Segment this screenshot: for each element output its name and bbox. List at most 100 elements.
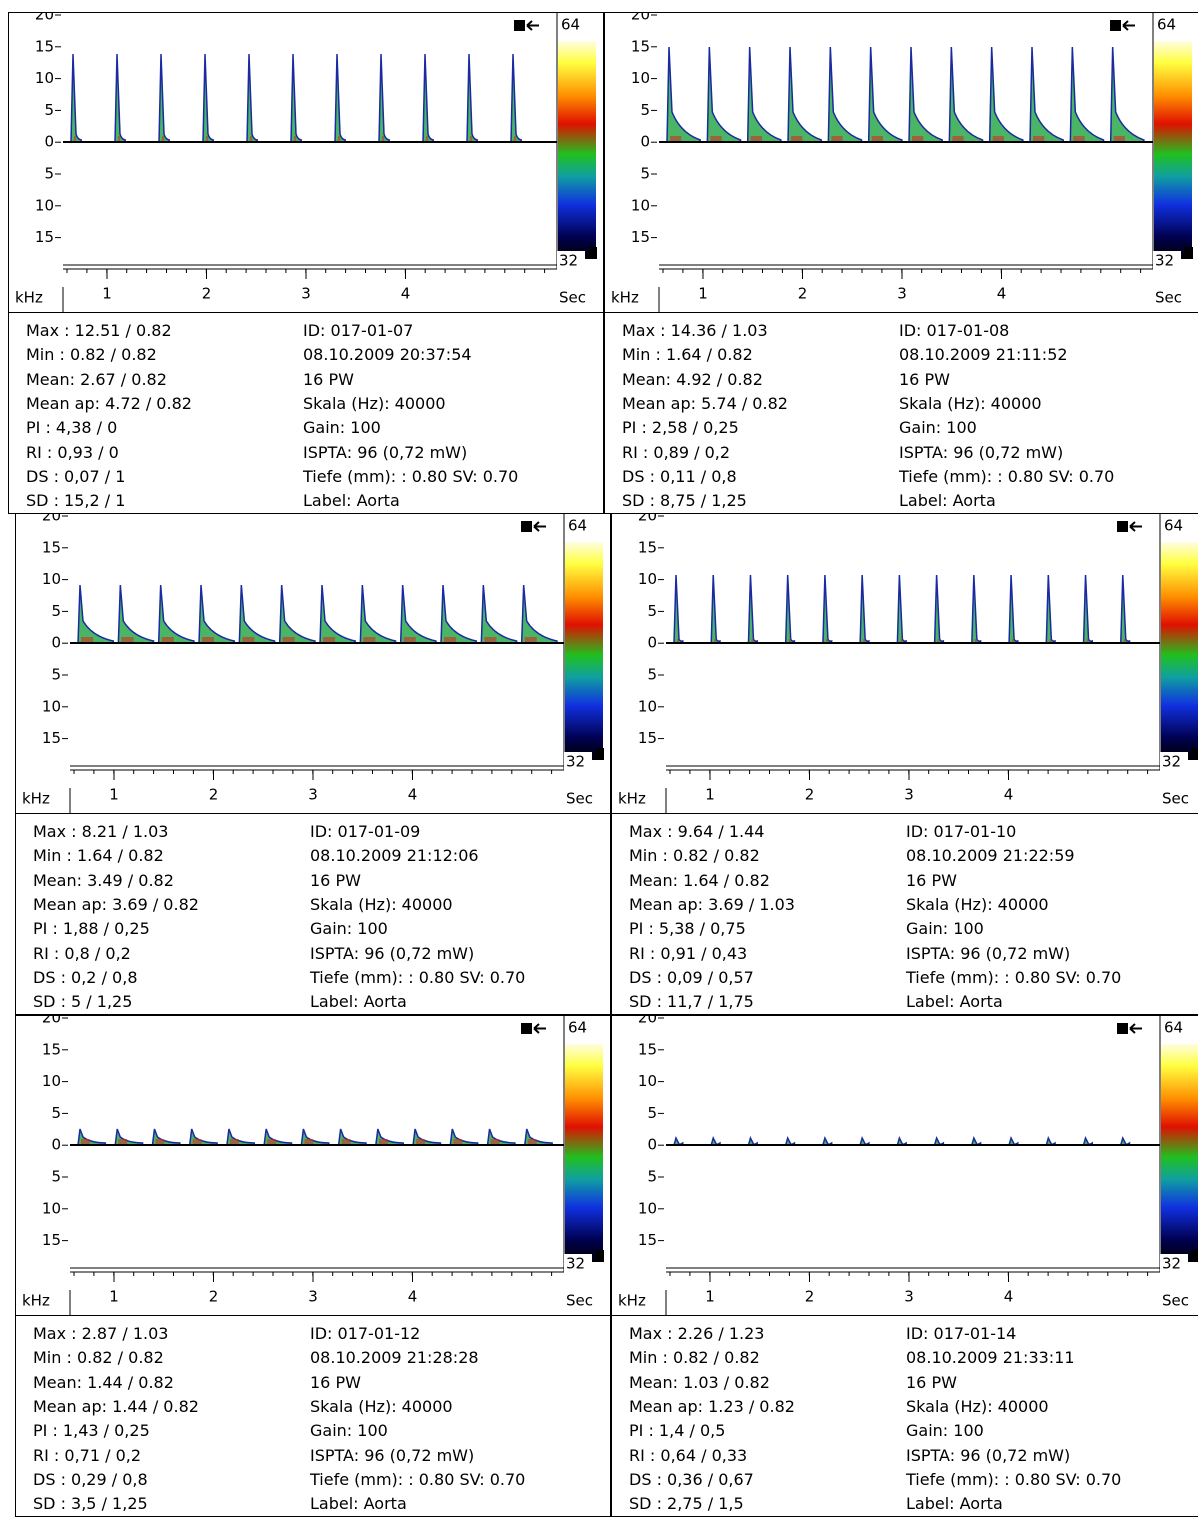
y-tick-label: 5 — [51, 1104, 61, 1122]
spectrum-edge — [300, 1128, 330, 1146]
measurement: Mean: 1.64 / 0.82 — [629, 870, 770, 890]
exam-info: Gain: 100 — [310, 919, 388, 939]
doppler-panel: 20 15 10 5 0 5 10 15 1 2 3 4 kHz Sec 64 32 Max : 2.26 / … — [611, 1015, 1198, 1517]
y-tick-label: 10 — [35, 69, 54, 87]
spectrum-red — [206, 136, 209, 141]
spectrum-red — [714, 639, 717, 642]
scale-bottom: 32 — [566, 753, 585, 771]
x-unit: Sec — [559, 289, 586, 307]
y-tick-label: 15 — [42, 1231, 61, 1249]
spectrogram: 20 15 10 5 0 5 10 15 1 2 3 4 kHz Sec 64 32 — [22, 514, 604, 814]
measurement: Min : 1.64 / 0.82 — [622, 345, 753, 365]
spectrum-red — [484, 637, 497, 642]
y-tick-label: 10 — [42, 570, 61, 588]
spectrum-red — [1113, 136, 1125, 141]
x-tick-label: 3 — [301, 285, 311, 303]
scale-top: 64 — [1157, 16, 1176, 34]
y-tick-label: 5 — [51, 666, 61, 684]
exam-info: 08.10.2009 21:22:59 — [906, 846, 1075, 866]
spectrum-edge — [440, 584, 477, 644]
spectrum-red — [514, 136, 517, 141]
spectrogram: 20 15 10 5 0 5 10 15 1 2 3 4 kHz Sec 64 32 — [15, 13, 597, 313]
y-tick-label: 15 — [638, 1040, 657, 1058]
measurement: Max : 14.36 / 1.03 — [622, 321, 768, 340]
x-tick-label: 3 — [897, 285, 907, 303]
scale-bottom: 32 — [566, 1255, 585, 1273]
scale-mark — [589, 247, 597, 259]
y-tick-label: 10 — [631, 69, 650, 87]
exam-info: Tiefe (mm): : 0.80 SV: 0.70 — [899, 466, 1115, 486]
scale-label-bg — [564, 752, 592, 770]
y-tick-label: 15 — [638, 538, 657, 556]
spectrum-red — [831, 136, 843, 141]
spectrum-fill — [481, 585, 517, 643]
spectrum-edge — [412, 1128, 442, 1146]
spectrum-edge — [486, 1128, 516, 1146]
y-tick-label: 0 — [44, 133, 54, 151]
measurement: Max : 12.51 / 0.82 — [26, 321, 172, 340]
y-tick-label: 10 — [42, 1072, 61, 1090]
measurement: DS : 0,11 / 0,8 — [622, 466, 737, 486]
measurements: Max : 9.64 / 1.44 Min : 0.82 / 0.82 Mean: … — [612, 813, 1198, 1014]
y-tick-label: 0 — [647, 1136, 657, 1154]
direction-box — [521, 521, 532, 532]
spectrum-fill — [400, 585, 436, 643]
spectrum-edge — [70, 53, 83, 143]
measurement: DS : 0,07 / 1 — [26, 466, 126, 486]
measurement: Min : 1.64 / 0.82 — [33, 846, 164, 866]
exam-info: Label: Aorta — [899, 491, 996, 511]
spectrum-edge — [263, 1128, 293, 1146]
measurement: Mean: 4.92 / 0.82 — [622, 369, 763, 389]
exam-info: Tiefe (mm): : 0.80 SV: 0.70 — [906, 1469, 1122, 1489]
exam-info: Label: Aorta — [906, 992, 1003, 1012]
color-bar — [1161, 542, 1198, 760]
x-tick-label: 2 — [805, 786, 815, 804]
spectrum-red — [952, 136, 964, 141]
exam-info: ISPTA: 96 (0,72 mW) — [906, 1445, 1071, 1465]
doppler-panel: 20 15 10 5 0 5 10 15 1 2 3 4 kHz Sec 64 32 Max : 14.36 /… — [604, 12, 1198, 514]
exam-info: 16 PW — [906, 870, 957, 890]
spectrum-red — [382, 136, 385, 141]
measurements: Max : 14.36 / 1.03 Min : 1.64 / 0.82 Mean:… — [605, 312, 1198, 513]
scale-top: 64 — [1164, 1019, 1183, 1037]
spectrum-edge — [948, 46, 984, 143]
y-unit: kHz — [618, 1292, 646, 1310]
exam-info: Gain: 100 — [899, 418, 977, 438]
doppler-panel: 20 15 10 5 0 5 10 15 1 2 3 4 kHz Sec 64 32 Max : 8.21 / … — [15, 513, 611, 1015]
exam-info: ISPTA: 96 (0,72 mW) — [899, 442, 1064, 462]
measurement: Mean ap: 3.69 / 0.82 — [33, 894, 199, 914]
spectrum-red — [121, 637, 134, 642]
y-tick-label: 15 — [35, 228, 54, 246]
spectrum-edge — [747, 574, 758, 644]
spectrum-edge — [77, 584, 114, 644]
spectrum-fill — [78, 585, 114, 643]
measurement: RI : 0,64 / 0,33 — [629, 1445, 748, 1465]
spectrum-fill — [747, 47, 781, 142]
spectrum-fill — [1110, 47, 1144, 142]
measurement: SD : 15,2 / 1 — [26, 491, 126, 511]
spectrum-edge — [787, 46, 822, 143]
exam-info: Skala (Hz): 40000 — [899, 393, 1042, 413]
spectrum-fill — [828, 47, 862, 142]
spectrum-red — [229, 1139, 239, 1144]
spectrum-red — [403, 637, 416, 642]
exam-info: ID: 017-01-14 — [906, 1324, 1017, 1343]
spectrum-red — [1086, 639, 1089, 642]
spectrum-edge — [399, 584, 437, 644]
spectrum-red — [161, 637, 174, 642]
x-tick-label: 1 — [109, 1288, 119, 1306]
y-tick-label: 5 — [647, 602, 657, 620]
measurement: RI : 0,8 / 0,2 — [33, 943, 131, 963]
color-bar — [1161, 1044, 1198, 1262]
scale-label-bg — [564, 1254, 592, 1272]
spectrum-red — [1033, 136, 1045, 141]
scale-mark — [1192, 1250, 1198, 1262]
scale-label-bg — [1160, 752, 1188, 770]
exam-info: ISPTA: 96 (0,72 mW) — [303, 442, 468, 462]
measurement: Min : 0.82 / 0.82 — [33, 1348, 164, 1368]
y-tick-label: 5 — [51, 602, 61, 620]
spectrum-red — [1049, 639, 1052, 642]
measurement: PI : 1,43 / 0,25 — [33, 1421, 150, 1441]
x-tick-label: 1 — [705, 1288, 715, 1306]
y-tick-label: 20 — [42, 1016, 61, 1027]
